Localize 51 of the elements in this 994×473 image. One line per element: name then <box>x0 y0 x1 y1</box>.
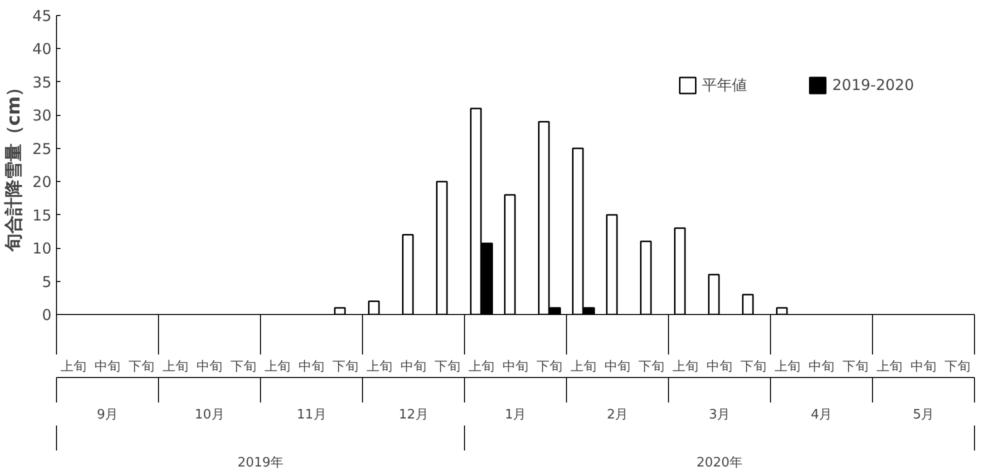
x-tick-label: 下旬 <box>740 360 766 374</box>
x-tick-label: 上旬 <box>774 360 800 374</box>
text: 9月 <box>96 408 118 422</box>
x-tick-label: 下旬 <box>944 360 970 374</box>
y-tick-label: 45 <box>32 7 52 25</box>
y-tick-label: 15 <box>32 206 52 224</box>
x-tick-label: 上旬 <box>876 360 902 374</box>
y-tick-label: 40 <box>32 40 52 58</box>
y-tick-label: 20 <box>32 173 52 192</box>
text: 3月 <box>708 408 730 422</box>
x-tick-label: 中旬 <box>298 360 324 374</box>
text: 2019年 <box>237 456 284 470</box>
text: 1月 <box>504 408 526 422</box>
text: 2月 <box>606 408 628 422</box>
x-tick-label: 中旬 <box>196 360 222 374</box>
legend-label: 平年値 <box>702 76 748 94</box>
text: 4月 <box>810 408 832 422</box>
x-tick-label: 中旬 <box>502 360 528 374</box>
x-tick-label: 下旬 <box>842 360 868 374</box>
text: 11月 <box>296 408 326 422</box>
x-tick-label: 上旬 <box>672 360 698 374</box>
y-tick-label: 30 <box>32 106 52 125</box>
x-tick-label: 中旬 <box>808 360 834 374</box>
x-tick-label: 下旬 <box>230 360 256 374</box>
x-tick-label: 下旬 <box>128 360 154 374</box>
y-tick-label: 0 <box>42 306 52 324</box>
y-tick-label: 35 <box>32 73 52 92</box>
x-tick-label: 下旬 <box>638 360 664 374</box>
x-tick-label: 上旬 <box>162 360 188 374</box>
y-tick-label: 10 <box>32 240 52 258</box>
x-tick-label: 下旬 <box>332 360 358 374</box>
x-tick-label: 下旬 <box>434 360 460 374</box>
x-tick-label: 中旬 <box>910 360 936 374</box>
x-tick-label: 上旬 <box>60 360 86 374</box>
x-tick-label: 上旬 <box>264 360 290 374</box>
y-tick-label: 25 <box>32 140 52 158</box>
x-tick-label: 上旬 <box>468 360 494 374</box>
text: 5月 <box>912 408 934 422</box>
text: 12月 <box>398 408 428 422</box>
y-axis-title: 旬合計降雪量（cm） <box>3 78 24 253</box>
x-tick-label: 下旬 <box>536 360 562 374</box>
x-tick-label: 中旬 <box>400 360 426 374</box>
y-tick-label: 5 <box>42 272 52 291</box>
text: 2020年 <box>696 456 743 470</box>
x-tick-label: 上旬 <box>570 360 596 374</box>
text: 10月 <box>194 408 224 422</box>
x-tick-label: 上旬 <box>366 360 392 374</box>
x-tick-label: 中旬 <box>706 360 732 374</box>
legend-label: 2019-2020 <box>832 76 914 94</box>
x-tick-label: 中旬 <box>94 360 120 374</box>
x-tick-label: 中旬 <box>604 360 630 374</box>
